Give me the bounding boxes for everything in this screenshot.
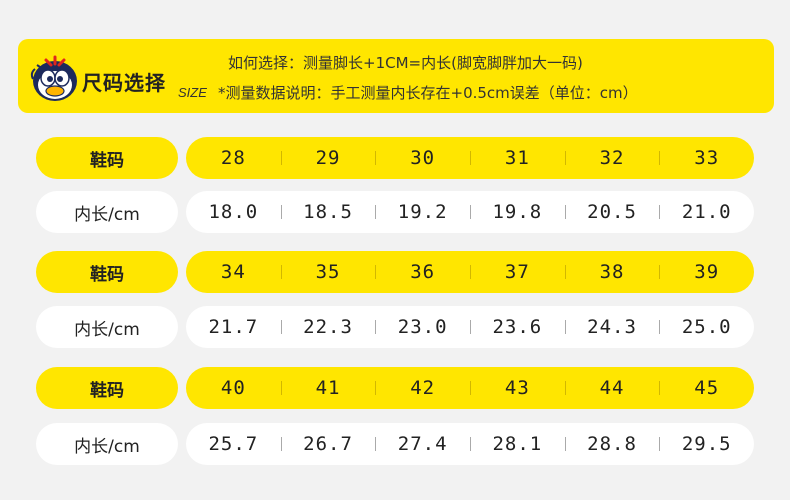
length-cell: 21.0 bbox=[659, 201, 754, 223]
size-cell: 31 bbox=[470, 147, 565, 169]
length-cell: 19.2 bbox=[375, 201, 470, 223]
size-values-bar: 34 35 36 37 38 39 bbox=[186, 251, 754, 293]
size-values-bar: 28 29 30 31 32 33 bbox=[186, 137, 754, 179]
length-row-label: 内长/cm bbox=[36, 191, 178, 233]
size-cell: 42 bbox=[375, 377, 470, 399]
length-row-label: 内长/cm bbox=[36, 306, 178, 348]
selection-instruction: 如何选择：测量脚长+1CM=内长(脚宽脚胖加大一码) bbox=[228, 54, 583, 72]
length-values-bar: 18.0 18.5 19.2 19.8 20.5 21.0 bbox=[186, 191, 754, 233]
size-row-label: 鞋码 bbox=[36, 251, 178, 293]
length-cell: 24.3 bbox=[564, 316, 660, 338]
size-cell: 43 bbox=[470, 377, 565, 399]
size-cell: 37 bbox=[470, 261, 565, 283]
size-cell: 30 bbox=[375, 147, 470, 169]
cartoon-bird-mascot-icon bbox=[30, 55, 77, 101]
size-values-bar: 40 41 42 43 44 45 bbox=[186, 367, 754, 409]
length-cell: 29.5 bbox=[659, 433, 754, 455]
size-cell: 32 bbox=[564, 147, 660, 169]
size-cell: 44 bbox=[564, 377, 660, 399]
size-row: 鞋码 40 41 42 43 44 45 bbox=[36, 367, 756, 409]
length-cell: 26.7 bbox=[280, 433, 376, 455]
length-cell: 27.4 bbox=[375, 433, 470, 455]
length-cell: 25.0 bbox=[659, 316, 754, 338]
page-title: 尺码选择 bbox=[82, 71, 166, 95]
length-row: 内长/cm 18.0 18.5 19.2 19.8 20.5 21.0 bbox=[36, 191, 756, 233]
length-row-label: 内长/cm bbox=[36, 423, 178, 465]
length-cell: 23.6 bbox=[470, 316, 565, 338]
length-cell: 18.5 bbox=[280, 201, 376, 223]
length-row: 内长/cm 21.7 22.3 23.0 23.6 24.3 25.0 bbox=[36, 306, 756, 348]
size-row: 鞋码 34 35 36 37 38 39 bbox=[36, 251, 756, 293]
length-row: 内长/cm 25.7 26.7 27.4 28.1 28.8 29.5 bbox=[36, 423, 756, 465]
size-cell: 33 bbox=[659, 147, 754, 169]
length-values-bar: 25.7 26.7 27.4 28.1 28.8 29.5 bbox=[186, 423, 754, 465]
length-cell: 25.7 bbox=[208, 433, 259, 455]
size-cell: 38 bbox=[564, 261, 660, 283]
size-cell: 34 bbox=[220, 261, 246, 283]
size-cell: 28 bbox=[220, 147, 246, 169]
size-row: 鞋码 28 29 30 31 32 33 bbox=[36, 137, 756, 179]
length-cell: 20.5 bbox=[564, 201, 660, 223]
size-cell: 39 bbox=[659, 261, 754, 283]
length-cell: 23.0 bbox=[375, 316, 470, 338]
length-cell: 19.8 bbox=[470, 201, 565, 223]
size-cell: 35 bbox=[280, 261, 376, 283]
length-cell: 18.0 bbox=[208, 201, 259, 223]
length-values-bar: 21.7 22.3 23.0 23.6 24.3 25.0 bbox=[186, 306, 754, 348]
size-cell: 29 bbox=[280, 147, 376, 169]
length-cell: 22.3 bbox=[280, 316, 376, 338]
size-cell: 45 bbox=[659, 377, 754, 399]
size-english-label: SIZE bbox=[178, 85, 207, 100]
size-cell: 40 bbox=[220, 377, 246, 399]
size-row-label: 鞋码 bbox=[36, 367, 178, 409]
size-chart-header: 尺码选择 SIZE 如何选择：测量脚长+1CM=内长(脚宽脚胖加大一码) *测量… bbox=[18, 39, 774, 113]
length-cell: 21.7 bbox=[208, 316, 259, 338]
size-row-label: 鞋码 bbox=[36, 137, 178, 179]
size-cell: 36 bbox=[375, 261, 470, 283]
length-cell: 28.1 bbox=[470, 433, 565, 455]
measurement-note: *测量数据说明：手工测量内长存在+0.5cm误差（单位：cm） bbox=[218, 84, 638, 102]
length-cell: 28.8 bbox=[564, 433, 660, 455]
size-cell: 41 bbox=[280, 377, 376, 399]
